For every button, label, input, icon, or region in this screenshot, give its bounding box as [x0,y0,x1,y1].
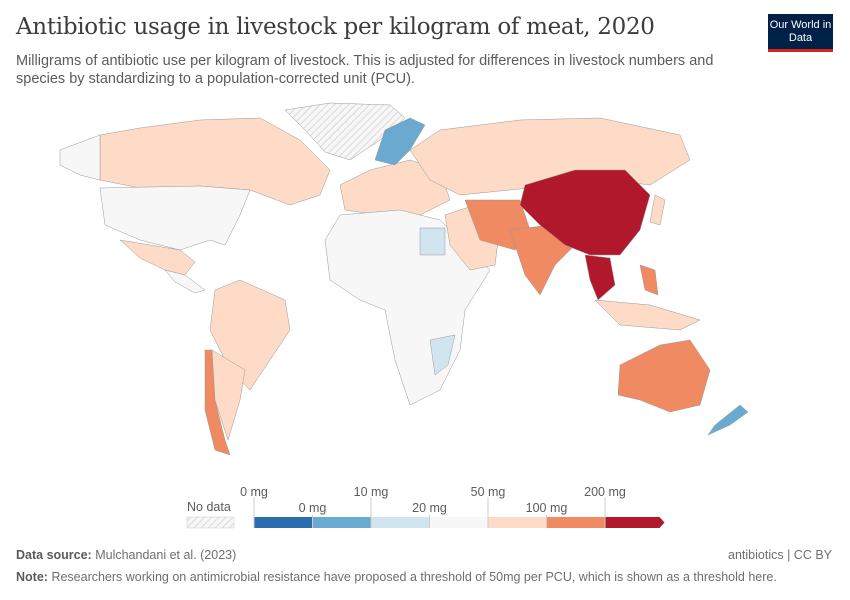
note-label: Note: [16,570,48,584]
country-central-america[interactable] [164,269,206,294]
source-label: Data source: [16,548,92,562]
country-scandinavia[interactable] [374,117,426,166]
country-alaska[interactable] [59,134,101,181]
country-mozambique[interactable] [429,334,456,376]
legend: No data 0 mg 10 mg 50 mg 200 mg 0 mg 20 mg 100… [186,485,665,529]
legend-label-upper: 10 mg [354,485,389,499]
country-indonesia[interactable] [594,299,701,331]
chart-subtitle: Milligrams of antibiotic use per kilogra… [16,53,714,87]
legend-bin-5[interactable] [546,517,606,528]
data-source: Data source: Mulchandani et al. (2023) [16,548,236,562]
country-philippines[interactable] [639,264,659,296]
country-greenland[interactable] [284,102,406,161]
legend-label-upper: 0 mg [240,485,268,499]
legend-label-upper: 200 mg [584,485,626,499]
legend-bin-2[interactable] [371,517,430,528]
legend-bin-3[interactable] [429,517,489,528]
note-text: Researchers working on antimicrobial res… [51,570,777,584]
country-new-zealand[interactable] [707,404,749,436]
country-southeast-asia[interactable] [584,254,616,301]
country-egypt[interactable] [419,227,446,256]
legend-label-lower: 100 mg [526,501,568,515]
legend-bin-6[interactable] [605,517,665,528]
chart-title: Antibiotic usage in livestock per kilogr… [16,14,655,40]
country-australia[interactable] [617,339,711,413]
country-japan[interactable] [649,194,666,226]
source-text[interactable]: Mulchandani et al. (2023) [95,548,237,562]
note: Note: Researchers working on antimicrobi… [16,570,777,584]
legend-no-data-swatch [186,516,235,529]
legend-no-data-label: No data [187,500,231,514]
legend-label-lower: 20 mg [412,501,447,515]
legend-label-lower: 0 mg [299,501,327,515]
country-china[interactable] [519,169,651,256]
owid-logo[interactable]: Our World in Data [768,14,833,52]
country-argentina[interactable] [211,349,246,441]
country-europe[interactable] [339,159,451,216]
country-usa[interactable] [99,185,251,251]
legend-bin-1[interactable] [312,517,372,528]
legend-bin-4[interactable] [488,517,547,528]
legend-label-upper: 50 mg [471,485,506,499]
legend-bin-0[interactable] [254,517,313,528]
license[interactable]: antibiotics | CC BY [728,548,832,562]
